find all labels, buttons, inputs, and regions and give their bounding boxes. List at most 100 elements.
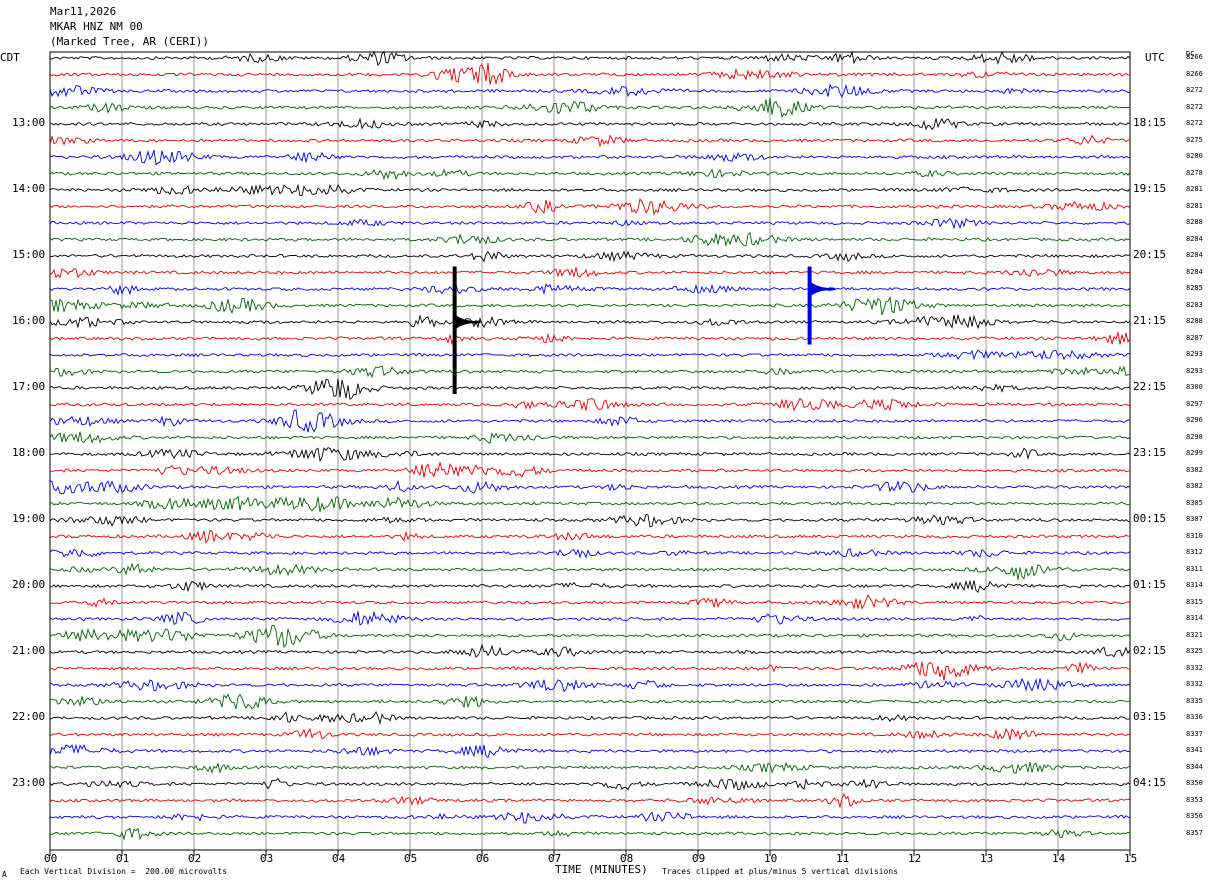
trace-line-1	[49, 62, 1131, 86]
trace-line-47	[49, 827, 1131, 841]
dc-offset-label: 8321	[1186, 630, 1203, 639]
trace-line-23	[49, 431, 1131, 444]
dc-offset-label: 8283	[1186, 300, 1203, 309]
x-tick-label: 09	[692, 852, 706, 865]
dc-offset-label: 8272	[1186, 86, 1203, 94]
trace-line-19	[49, 365, 1131, 379]
location-label: (Marked Tree, AR (CERI))	[50, 35, 209, 48]
dc-offset-label: 8275	[1186, 135, 1203, 144]
trace-line-20	[49, 378, 1131, 400]
trace-line-3	[49, 97, 1131, 119]
dc-offset-label: 8307	[1186, 515, 1203, 523]
dc-offset-label: 8284	[1186, 267, 1203, 276]
dc-offset-label: 8299	[1186, 449, 1203, 457]
trace-line-45	[49, 792, 1131, 809]
trace-line-12	[49, 250, 1130, 263]
dc-offset-label: 8297	[1186, 399, 1203, 408]
trace-line-24	[49, 447, 1131, 462]
scale-note: Each Vertical Division = 200.00 microvol…	[20, 867, 228, 876]
trace-line-39	[49, 693, 1131, 710]
trace-line-29	[49, 529, 1131, 544]
dc-offset-label: 8298	[1186, 432, 1203, 441]
x-tick-label: 11	[836, 852, 850, 865]
trace-line-22	[49, 409, 1131, 433]
right-hour-label: 00:15	[1133, 512, 1167, 525]
dc-offset-label: 8281	[1186, 201, 1203, 210]
trace-line-10	[49, 217, 1131, 230]
dc-offset-label: 8336	[1186, 713, 1203, 721]
right-timezone-label: UTC	[1145, 51, 1165, 64]
trace-line-15	[49, 296, 1131, 316]
trace-line-36	[49, 643, 1131, 658]
trace-line-4	[49, 117, 1131, 131]
dc-offset-label: 8332	[1186, 663, 1203, 672]
x-tick-label: 01	[116, 852, 130, 865]
dc-offset-label: 8266	[1186, 69, 1203, 78]
trace-line-27	[49, 495, 1131, 513]
trace-line-37	[49, 661, 1131, 681]
dc-offset-label: 8281	[1186, 185, 1203, 193]
x-tick-label: 12	[908, 852, 922, 865]
trace-line-41	[49, 728, 1131, 741]
left-hour-label: 14:00	[12, 182, 46, 195]
dc-offset-label: 8353	[1186, 795, 1203, 804]
dc-offset-label: 8311	[1186, 564, 1203, 573]
left-hour-label: 22:00	[12, 710, 46, 723]
event-coda-0	[454, 313, 482, 330]
right-hour-label: 23:15	[1133, 446, 1167, 459]
trace-line-34	[49, 610, 1131, 626]
trace-line-28	[49, 513, 1131, 528]
left-hour-label: 17:00	[12, 380, 46, 393]
dc-offset-label: 8302	[1186, 465, 1203, 474]
left-hour-label: 21:00	[12, 644, 46, 657]
dc-offset-label: 8287	[1186, 333, 1203, 342]
trace-line-30	[49, 547, 1131, 559]
trace-line-25	[49, 462, 1131, 478]
dc-offset-label: 8344	[1186, 762, 1203, 771]
dc-offset-label: 8288	[1186, 317, 1203, 325]
trace-line-0	[49, 50, 1131, 67]
dc-offset-label: 8310	[1186, 531, 1203, 540]
trace-line-6	[49, 149, 1130, 166]
dc-offset-label: 8272	[1186, 119, 1203, 127]
event-coda-1	[809, 280, 836, 297]
dc-offset-label: 8296	[1186, 416, 1203, 424]
left-hour-label: 18:00	[12, 446, 46, 459]
dc-offset-label: 8314	[1186, 614, 1203, 622]
trace-line-40	[49, 711, 1131, 725]
right-hour-label: 18:15	[1133, 116, 1167, 129]
trace-line-7	[49, 168, 1131, 181]
plot-frame	[49, 51, 1131, 851]
x-tick-label: 04	[332, 852, 346, 865]
left-hour-label: 19:00	[12, 512, 46, 525]
dc-offset-label: 8280	[1186, 152, 1203, 160]
dc-offset-label: 8302	[1186, 482, 1203, 490]
dc-offset-label: 8293	[1186, 366, 1203, 375]
right-hour-label: 21:15	[1133, 314, 1167, 327]
right-hour-label: 03:15	[1133, 710, 1167, 723]
left-hour-label: 23:00	[12, 776, 46, 789]
x-tick-label: 02	[188, 852, 202, 865]
dc-offset-label: 8341	[1186, 746, 1203, 754]
station-label: MKAR HNZ NM 00	[50, 20, 143, 33]
dc-offset-label: 8315	[1186, 597, 1203, 606]
dc-offset-label: 8357	[1186, 828, 1203, 837]
trace-line-32	[50, 579, 1131, 594]
dc-offset-label: 8356	[1186, 812, 1203, 820]
right-hour-label: 19:15	[1133, 182, 1167, 195]
trace-line-13	[49, 267, 1131, 279]
x-tick-label: 03	[260, 852, 274, 865]
left-hour-label: 15:00	[12, 248, 46, 261]
dc-offset-label: 8285	[1186, 284, 1203, 292]
trace-line-35	[49, 624, 1131, 648]
dc-offset-label: 8300	[1186, 383, 1203, 391]
trace-line-46	[49, 811, 1131, 824]
x-tick-label: 14	[1052, 852, 1066, 865]
left-hour-label: 13:00	[12, 116, 46, 129]
dc-offset-label: 8325	[1186, 647, 1203, 655]
trace-line-38	[50, 677, 1131, 693]
trace-line-43	[49, 761, 1131, 774]
trace-line-26	[49, 479, 1131, 495]
right-hour-label: 22:15	[1133, 380, 1167, 393]
